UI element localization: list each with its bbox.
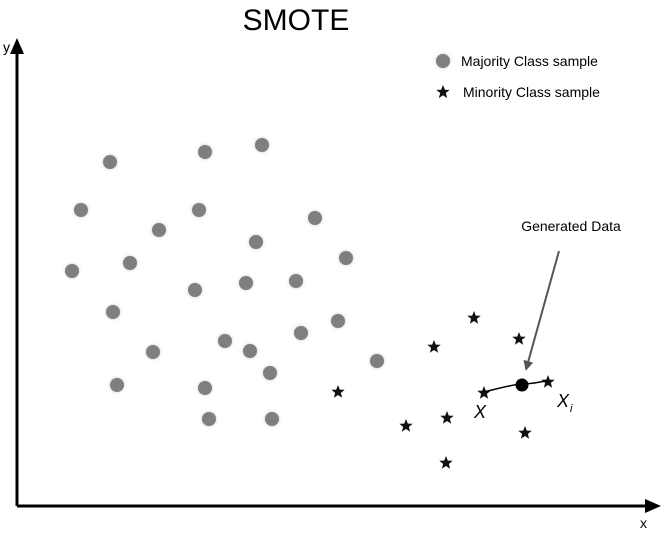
minority-point [440, 411, 454, 424]
minority-point [331, 385, 345, 398]
majority-point [146, 345, 160, 359]
majority-point [123, 256, 137, 270]
minority-point [477, 386, 491, 399]
minority-point [399, 419, 413, 432]
x-axis-arrow-icon [645, 499, 661, 513]
xi-sample-label: Xi [556, 391, 573, 415]
generated-data-label: Generated Data [521, 218, 621, 234]
interpolation: Generated Data X Xi [473, 218, 621, 422]
majority-point [74, 203, 88, 217]
majority-point [218, 334, 232, 348]
majority-point [106, 305, 120, 319]
generated-arrow [523, 250, 560, 371]
legend-minority-label: Minority Class sample [463, 84, 600, 100]
gray-dot-icon [436, 54, 450, 68]
majority-point [110, 378, 124, 392]
majority-point [152, 223, 166, 237]
axes: y x [3, 38, 661, 531]
majority-point [65, 264, 79, 278]
majority-point [370, 354, 384, 368]
minority-point [427, 340, 441, 353]
majority-point [188, 283, 202, 297]
minority-point [439, 456, 453, 469]
majority-point [103, 155, 117, 169]
majority-point [192, 203, 206, 217]
majority-points [65, 138, 384, 426]
legend-majority-label: Majority Class sample [461, 53, 598, 69]
majority-point [289, 274, 303, 288]
majority-point [239, 276, 253, 290]
diagram-title: SMOTE [243, 4, 350, 37]
minority-point [467, 311, 481, 324]
xi-main: X [556, 391, 570, 411]
majority-point [198, 381, 212, 395]
x-sample-label: X [473, 402, 487, 422]
majority-point [265, 412, 279, 426]
majority-point [339, 251, 353, 265]
minority-point [518, 426, 532, 439]
y-axis-label: y [3, 39, 10, 55]
legend: Majority Class sample Minority Class sam… [436, 53, 600, 100]
majority-point [243, 344, 257, 358]
majority-point [331, 314, 345, 328]
majority-point [308, 211, 322, 225]
majority-point [255, 138, 269, 152]
majority-point [202, 412, 216, 426]
majority-point [249, 235, 263, 249]
y-axis-arrow-icon [10, 38, 24, 54]
x-axis-label: x [640, 515, 647, 531]
majority-point [198, 145, 212, 159]
majority-point [263, 366, 277, 380]
generated-point [515, 378, 529, 392]
xi-subscript: i [570, 403, 573, 415]
majority-point [294, 326, 308, 340]
star-icon [436, 85, 450, 99]
minority-point [512, 332, 526, 345]
